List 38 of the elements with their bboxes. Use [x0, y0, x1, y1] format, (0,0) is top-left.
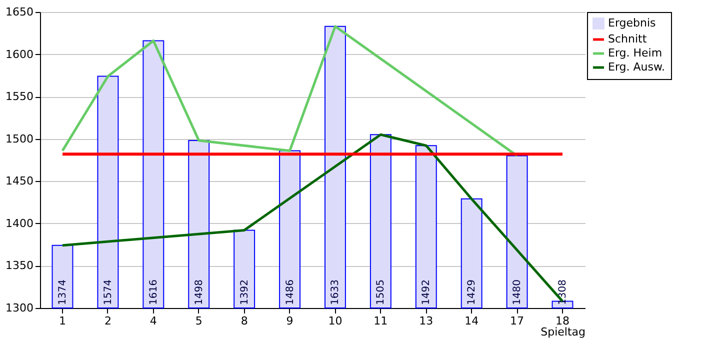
y-tick-label: 1300 — [6, 302, 34, 314]
legend-label: Ergebnis — [608, 16, 656, 30]
legend-label: Erg. Heim — [608, 46, 662, 60]
x-tick-label: 8 — [240, 314, 248, 328]
data-label: 1480 — [512, 280, 524, 305]
x-axis-title: Spieltag — [540, 326, 586, 338]
x-tick-label: 14 — [464, 314, 479, 328]
y-tick-label: 1650 — [6, 6, 34, 18]
data-label: 1616 — [148, 280, 160, 305]
x-tick-label: 10 — [328, 314, 342, 328]
x-tick-label: 9 — [286, 314, 294, 328]
x-tick-label: 17 — [510, 314, 524, 328]
x-tick-label: 18 — [556, 314, 570, 328]
y-tick-label: 1600 — [6, 48, 34, 61]
y-tick-label: 1500 — [6, 132, 34, 146]
data-label: 1505 — [376, 280, 387, 305]
data-label: 1498 — [194, 280, 205, 305]
data-label: 1308 — [558, 280, 568, 305]
data-label: 1574 — [102, 280, 114, 305]
data-label: 1633 — [330, 280, 342, 305]
y-tick-label: 1400 — [6, 216, 34, 230]
y-tick-label: 1450 — [6, 174, 34, 188]
line-series — [61, 25, 518, 158]
legend-label: Schnitt — [608, 32, 648, 46]
data-label: 1486 — [284, 280, 296, 305]
y-tick-label: 1550 — [6, 90, 34, 104]
x-tick-label: 11 — [374, 314, 388, 328]
x-tick-label: 2 — [104, 314, 112, 328]
x-tick-label: 13 — [419, 314, 434, 328]
x-tick-label: 4 — [150, 314, 157, 328]
legend-label: Erg. Ausw. — [608, 60, 665, 74]
data-label: 1492 — [421, 280, 432, 305]
x-tick-label: 5 — [195, 314, 202, 328]
data-label: 1392 — [239, 280, 250, 305]
y-tick-label: 1350 — [6, 259, 34, 272]
x-tick-label: 1 — [59, 314, 66, 328]
data-label: 1429 — [466, 280, 478, 305]
data-label: 1374 — [58, 280, 68, 305]
